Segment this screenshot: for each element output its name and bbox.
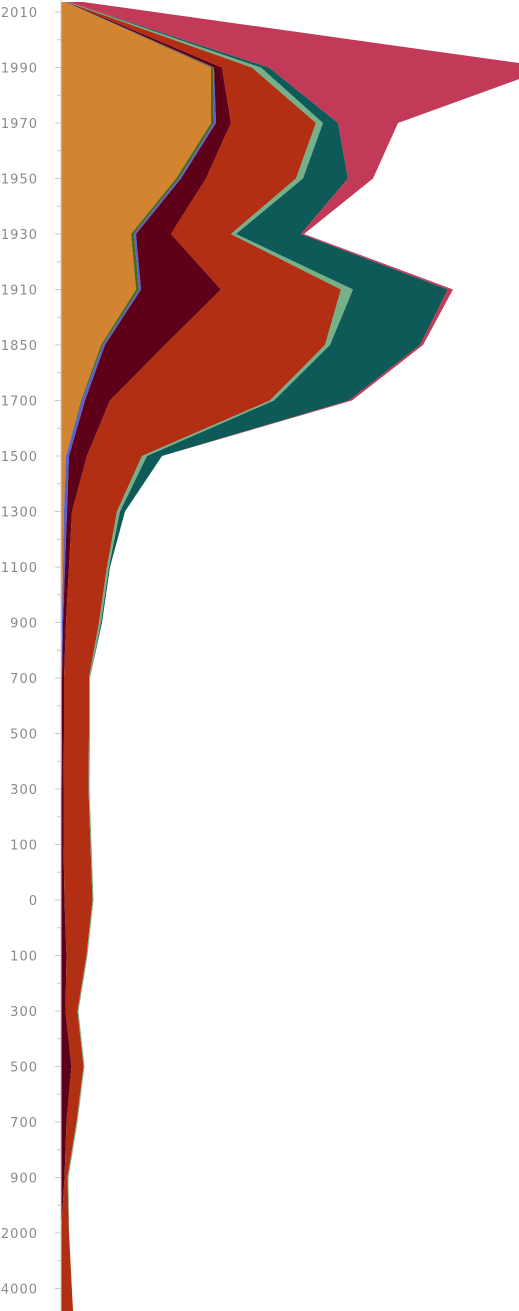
y-tick-label: 100 [10, 950, 38, 965]
y-tick-label: 300 [10, 783, 38, 798]
stream-layer-4 [61, 2, 231, 1311]
y-tick-label: 900 [10, 617, 38, 632]
y-tick-label: 700 [10, 1116, 38, 1131]
y-tick-label: 1910 [1, 284, 38, 299]
y-tick-label: 500 [10, 1061, 38, 1076]
y-tick-label: 1500 [1, 450, 38, 465]
y-tick-label: 2000 [1, 1227, 38, 1242]
y-tick-label: 300 [10, 1005, 38, 1020]
y-tick-label: 500 [10, 728, 38, 743]
y-tick-label: 2010 [1, 6, 38, 21]
y-tick-label: 700 [10, 672, 38, 687]
y-tick-label: 1950 [1, 173, 38, 188]
y-tick-label: 1100 [1, 561, 38, 576]
y-tick-label: 1990 [1, 62, 38, 77]
y-tick-label: 900 [10, 1172, 38, 1187]
y-tick-label: 1300 [1, 506, 38, 521]
stream-layer-3 [61, 2, 216, 1311]
y-tick-label: 1970 [1, 117, 38, 132]
stream-layer-1 [61, 2, 211, 1311]
y-tick-label: 1850 [1, 339, 38, 354]
stream-layers [61, 2, 519, 1311]
stream-layer-7 [68, 2, 448, 1311]
y-tick-label: 0 [29, 894, 38, 909]
y-tick-label: 4000 [1, 1283, 38, 1298]
stream-layer-5 [61, 2, 341, 1311]
y-tick-label: 100 [10, 839, 38, 854]
y-tick-label: 1930 [1, 228, 38, 243]
y-tick-label: 1700 [1, 395, 38, 410]
y-axis-ticks: 2010 1990 1970 1950 1930 1910 1850 1700 1500 1300… [1, 6, 61, 1298]
